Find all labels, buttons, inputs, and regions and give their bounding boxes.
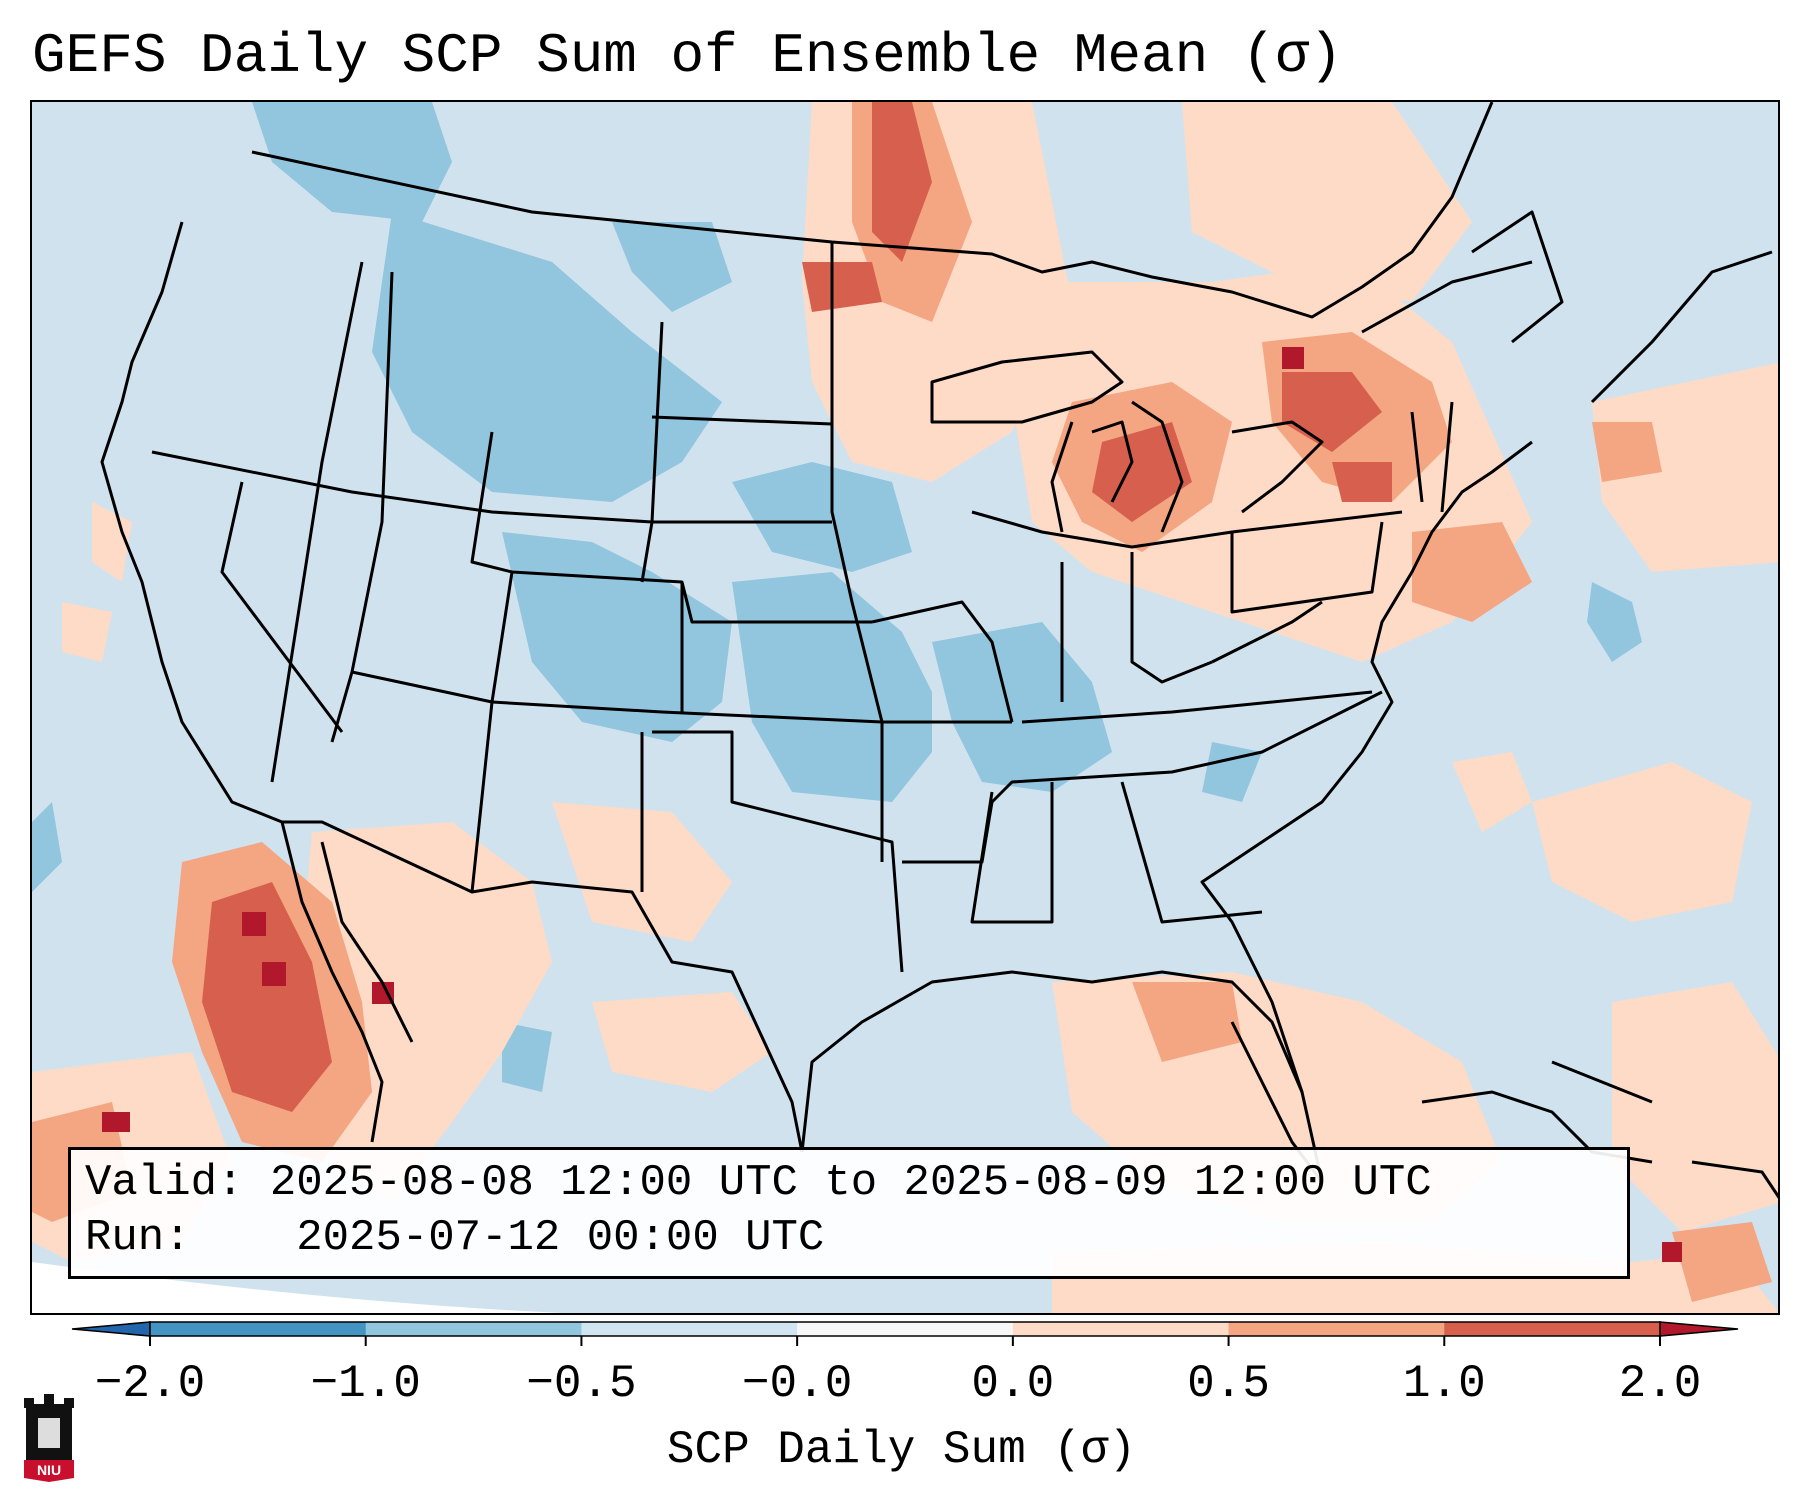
colorbar-tick-label: −2.0 (94, 1358, 206, 1410)
validity-info-box: Valid: 2025-08-08 12:00 UTC to 2025-08-0… (68, 1147, 1630, 1279)
domain-edge (32, 1262, 564, 1313)
positive-anomaly-extreme (102, 347, 1682, 1262)
colorbar-segment (1012, 1322, 1230, 1336)
positive-anomaly-strong (202, 102, 1392, 1112)
run-text: 2025-07-12 00:00 UTC (296, 1213, 825, 1263)
colorbar-label: SCP Daily Sum (σ) (666, 1424, 1137, 1476)
negative-anomaly-regions (32, 102, 1642, 1092)
map-panel: Valid: 2025-08-08 12:00 UTC to 2025-08-0… (30, 100, 1780, 1315)
colorbar-tick-label: 2.0 (1618, 1358, 1702, 1410)
logo-text: NIU (37, 1462, 61, 1478)
colorbar-tick-label: −1.0 (310, 1358, 421, 1410)
niu-logo: NIU (24, 1394, 74, 1482)
valid-text: 2025-08-08 12:00 UTC to 2025-08-09 12:00… (269, 1158, 1432, 1208)
colorbar-segment (365, 1322, 582, 1336)
colorbar-tick-label: 1.0 (1402, 1358, 1486, 1410)
colorbar-segment (581, 1322, 798, 1336)
colorbar-outline (149, 1321, 1661, 1337)
colorbar-tick-label: 0.0 (971, 1358, 1055, 1410)
colorbar-segment (1444, 1322, 1661, 1336)
colorbar-under-arrow (71, 1321, 151, 1337)
run-row: Run: 2025-07-12 00:00 UTC (85, 1211, 1613, 1266)
chart-title: GEFS Daily SCP Sum of Ensemble Mean (σ) (32, 24, 1343, 88)
colorbar-tick-label: 0.5 (1187, 1358, 1270, 1410)
colorbar-tick-label: −0.0 (741, 1358, 853, 1410)
colorbar-tick-label: −0.5 (526, 1358, 637, 1410)
valid-label: Valid: (85, 1158, 244, 1208)
colorbar-segment (797, 1322, 1014, 1336)
colorbar-segment (150, 1322, 367, 1336)
colorbar-over-arrow (1659, 1321, 1739, 1337)
colorbar-segment (1228, 1322, 1445, 1336)
map-field (32, 102, 1778, 1313)
valid-row: Valid: 2025-08-08 12:00 UTC to 2025-08-0… (85, 1156, 1613, 1211)
boundary-lines (100, 102, 1773, 1184)
run-label: Run: (85, 1213, 191, 1263)
